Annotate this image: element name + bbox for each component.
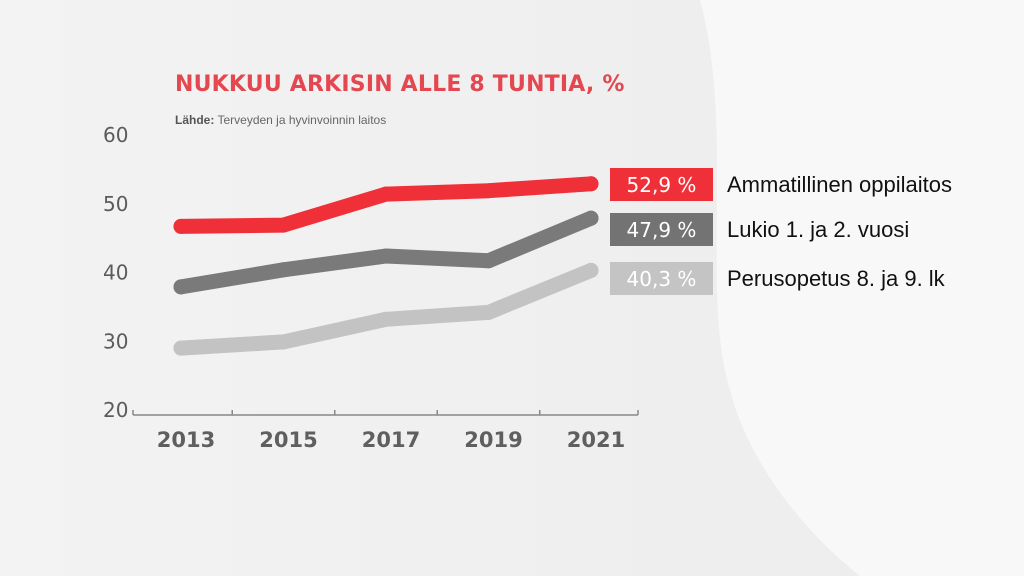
data-point	[173, 279, 189, 295]
x-tick-label: 2013	[157, 428, 215, 452]
data-point	[378, 248, 394, 264]
x-tick-label: 2015	[259, 428, 317, 452]
series-lines	[173, 176, 599, 356]
x-tick-label: 2017	[362, 428, 420, 452]
x-tick-label: 2021	[567, 428, 625, 452]
series-name-label: Ammatillinen oppilaitos	[727, 172, 952, 197]
value-badge: 47,9 %	[610, 213, 713, 246]
y-tick-label: 20	[103, 398, 128, 422]
data-point	[583, 176, 599, 192]
y-tick-label: 50	[103, 192, 128, 216]
x-tick-label: 2019	[464, 428, 522, 452]
data-point	[276, 262, 291, 278]
data-point	[276, 334, 291, 350]
data-point	[173, 340, 189, 356]
axes: 60 50 40 30 20 2013 2015 2017 2019 2021	[103, 123, 639, 452]
data-point	[481, 253, 496, 269]
value-badge: 40,3 %	[610, 262, 713, 295]
y-tick-label: 60	[103, 123, 128, 147]
y-tick-label: 30	[103, 329, 128, 353]
data-point	[173, 218, 189, 234]
data-point	[481, 183, 496, 199]
series-name-label: Perusopetus 8. ja 9. lk	[727, 266, 945, 291]
source-caption: Lähde: Terveyden ja hyvinvoinnin laitos	[175, 113, 386, 127]
chart-title: NUKKUU ARKISIN ALLE 8 TUNTIA, %	[175, 72, 625, 97]
y-tick-label: 40	[103, 261, 128, 285]
source-prefix: Lähde:	[175, 113, 215, 127]
data-point	[276, 217, 291, 233]
value-badge: 52,9 %	[610, 168, 713, 201]
data-point	[378, 186, 394, 202]
data-point	[378, 311, 394, 327]
series-name-label: Lukio 1. ja 2. vuosi	[727, 217, 910, 242]
data-point	[481, 304, 496, 320]
source-text: Terveyden ja hyvinvoinnin laitos	[217, 113, 387, 127]
data-point	[583, 210, 599, 226]
data-point	[583, 262, 599, 278]
